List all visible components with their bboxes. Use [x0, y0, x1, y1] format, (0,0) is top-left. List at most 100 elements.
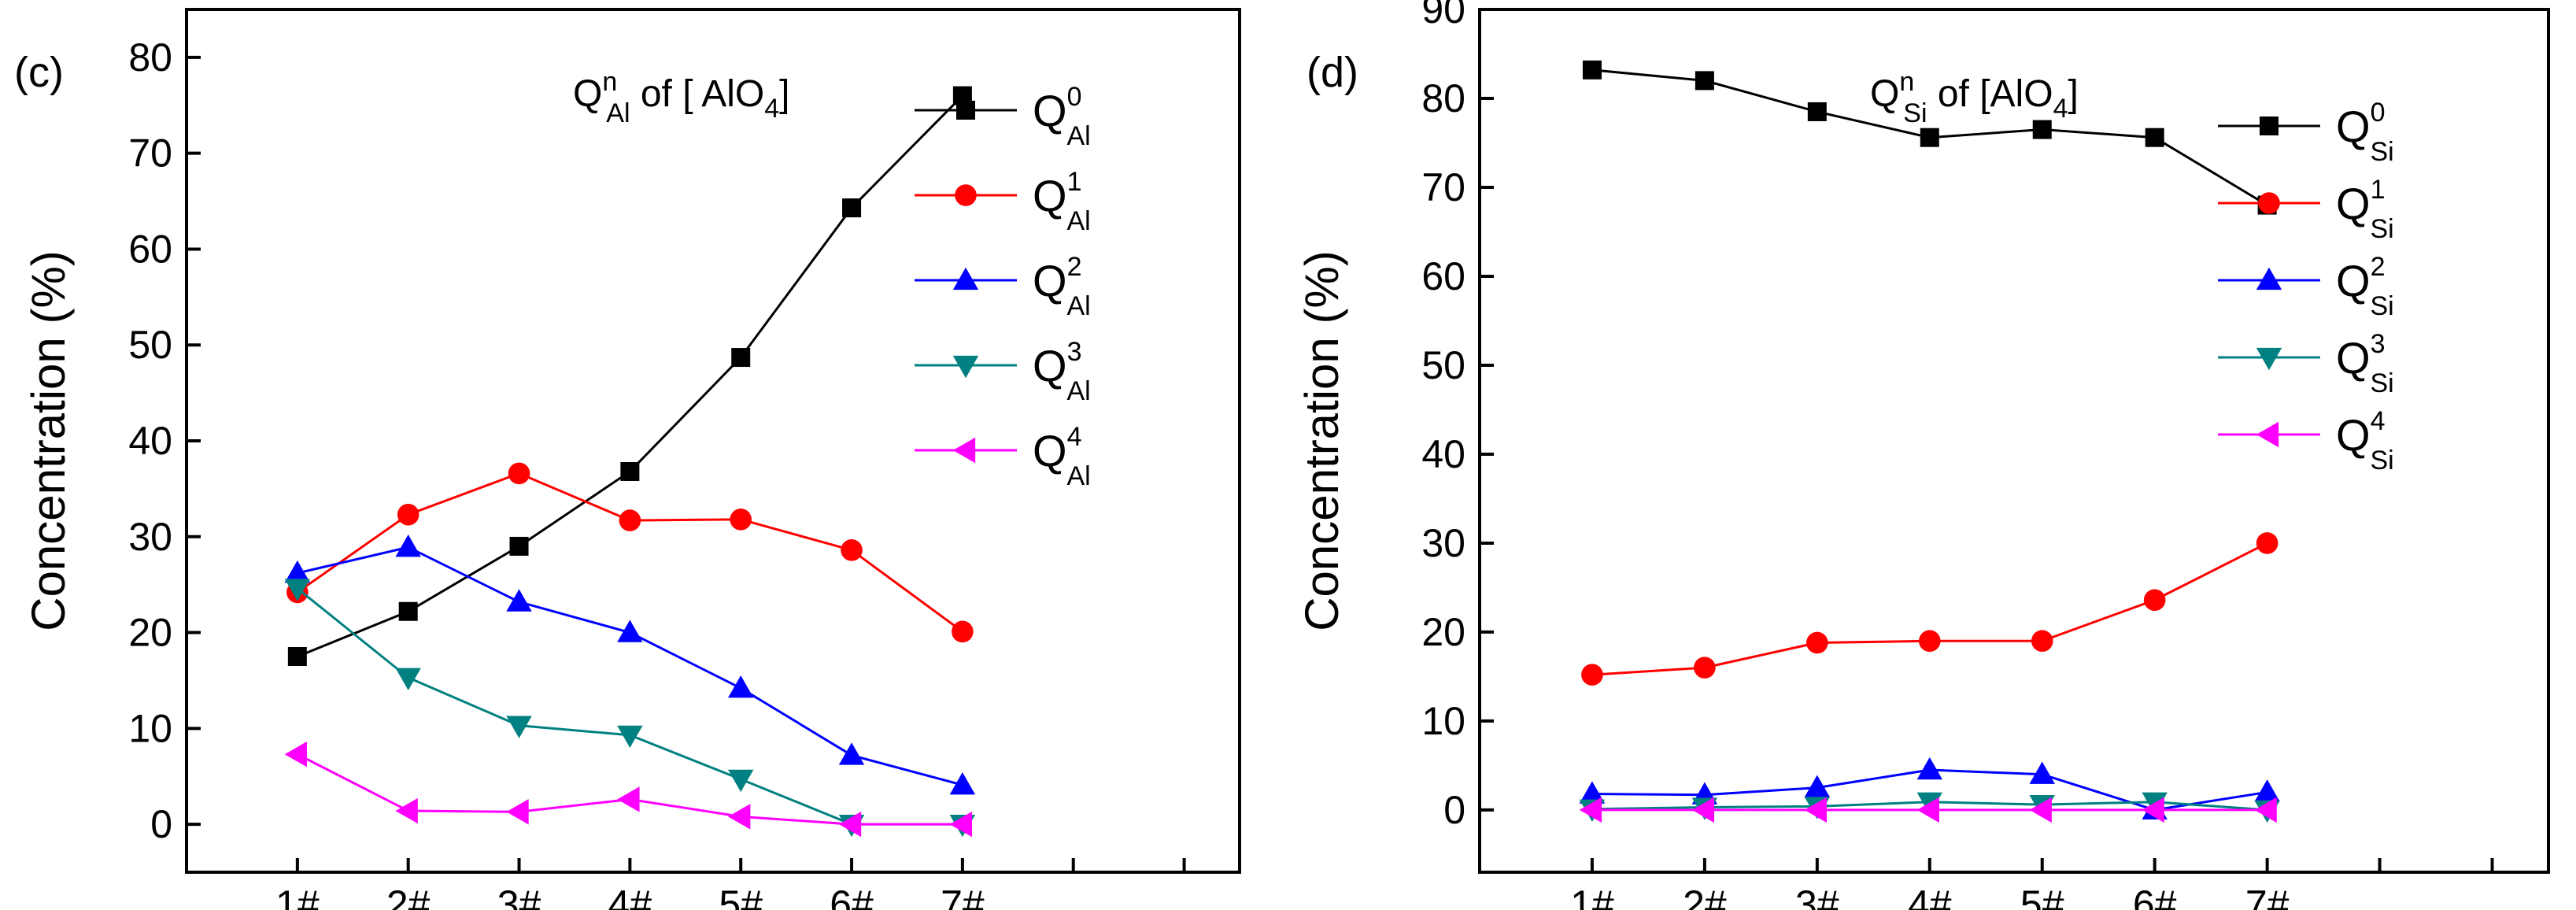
legend-marker [952, 355, 979, 379]
y-tick-label: 80 [1421, 76, 1465, 120]
data-point [841, 539, 863, 561]
chart-title: Qn Si of [AlO4] [1870, 67, 2079, 128]
legend-label: Q3 Si [2336, 329, 2394, 398]
data-point [2145, 128, 2164, 147]
y-tick-label: 0 [1443, 788, 1465, 832]
plot-frame [1478, 8, 2550, 874]
data-point [2029, 797, 2052, 823]
data-point [506, 589, 532, 612]
data-point [284, 560, 311, 583]
x-tick-label: 6# [830, 882, 874, 910]
data-point [1920, 128, 1939, 147]
legend-marker [2256, 267, 2282, 290]
legend-marker [952, 437, 976, 464]
y-tick-label: 30 [128, 515, 172, 559]
series-si-1 [1581, 532, 2278, 686]
data-point [1916, 756, 1942, 780]
y-tick-label: 70 [128, 131, 172, 176]
y-tick-label: 0 [150, 802, 172, 846]
data-point [509, 536, 529, 556]
y-tick-label: 30 [1421, 521, 1465, 565]
series-line [1591, 542, 2268, 676]
legend-marker [2260, 117, 2278, 135]
legend-marker [955, 184, 977, 206]
data-point [619, 509, 641, 531]
panel-label: (d) [1306, 49, 1358, 96]
data-point [1916, 797, 1939, 823]
series-al-4 [284, 742, 973, 838]
legend-marker [2258, 192, 2280, 214]
data-point [952, 620, 974, 643]
x-tick-label: 6# [2133, 882, 2177, 910]
y-tick-label: 60 [1421, 254, 1465, 298]
data-point [949, 811, 973, 838]
legend-label: Q2 Si [2336, 252, 2394, 321]
series-al-0 [287, 86, 972, 666]
data-point [395, 797, 418, 824]
data-point [617, 620, 643, 642]
data-point [506, 716, 532, 738]
data-point [1806, 631, 1828, 654]
series-line [296, 472, 963, 633]
series-si-4 [1579, 797, 2277, 823]
y-axis-label: Concentration (%) [22, 250, 75, 631]
data-point [1581, 664, 1603, 686]
y-tick-label: 40 [128, 419, 172, 463]
chart-title: Qn Al of [ AlO4] [573, 67, 790, 128]
data-point [2254, 779, 2280, 802]
legend-label: Q0 Al [1033, 82, 1091, 151]
data-point [508, 462, 530, 485]
x-tick-label: 7# [941, 882, 985, 910]
x-tick-label: 4# [608, 882, 652, 910]
x-tick-label: 4# [1908, 882, 1952, 910]
y-tick-label: 90 [1421, 0, 1465, 31]
y-axis-label: Concentration (%) [1295, 250, 1348, 631]
legend-marker [952, 267, 979, 290]
data-point [2032, 120, 2052, 139]
data-point [1918, 630, 1941, 653]
x-tick-label: 2# [1683, 882, 1727, 910]
data-point [284, 742, 307, 768]
y-tick-label: 50 [128, 323, 172, 367]
x-tick-label: 5# [719, 882, 763, 910]
data-point [1804, 797, 1827, 823]
series-al-2 [284, 534, 976, 795]
data-point [395, 534, 421, 557]
y-tick-label: 10 [1421, 699, 1465, 743]
data-point [2256, 532, 2278, 554]
x-tick-label: 5# [2020, 882, 2064, 910]
x-tick-label: 1# [275, 882, 320, 910]
x-tick-label: 3# [497, 882, 541, 910]
chart-panel-c: 0 10 20 30 40 50 60 70 80 1# 2# 3# 4# 5# 6# 7# Concentra… [14, 8, 1241, 910]
data-point [398, 601, 418, 621]
data-point [620, 461, 640, 481]
data-point [617, 786, 640, 812]
data-point [397, 503, 419, 526]
data-point [1807, 102, 1827, 121]
x-tick-label: 2# [386, 882, 431, 910]
legend-label: Q1 Si [2336, 175, 2394, 244]
data-point [2029, 761, 2055, 784]
legend-marker [956, 101, 975, 120]
data-point [284, 579, 311, 601]
data-point [1695, 71, 1714, 91]
chart-panel-d: 0 10 20 30 40 50 60 70 80 90 1# 2# 3# 4# 5# 6# 7# Concent… [1295, 0, 2550, 910]
x-tick-label: 7# [2245, 882, 2290, 910]
legend-label: Q4 Al [1033, 422, 1091, 491]
data-point [1579, 797, 1602, 823]
data-point [728, 675, 754, 698]
data-point [2143, 589, 2166, 612]
legend-label: Q2 Al [1033, 252, 1091, 321]
legend-marker [2256, 347, 2282, 371]
x-tick-label: 1# [1570, 882, 1614, 910]
data-point [1694, 657, 1716, 679]
data-point [1804, 775, 1831, 797]
data-point [287, 647, 307, 666]
legend-label: Q0 Si [2336, 98, 2394, 167]
y-tick-label: 60 [128, 227, 172, 271]
data-point [2142, 797, 2164, 823]
data-point [838, 742, 865, 765]
data-point [842, 198, 862, 218]
legend-label: Q4 Si [2336, 406, 2394, 475]
